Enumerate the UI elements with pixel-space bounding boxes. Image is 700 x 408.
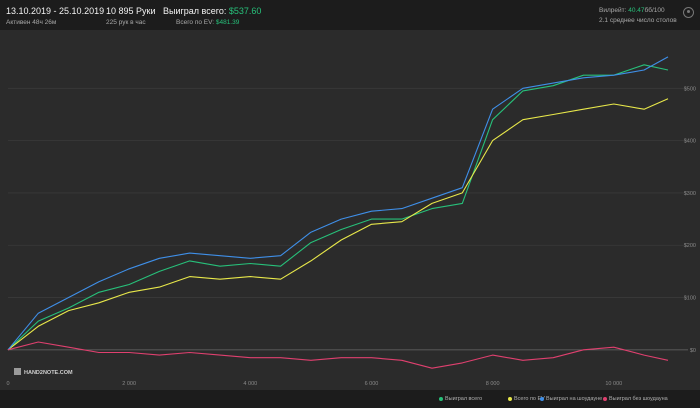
x-tick-label: 10 000 — [605, 381, 622, 387]
x-tick-label: 2 000 — [122, 381, 136, 387]
y-tick-label: $100 — [684, 296, 696, 302]
winrate: Вилрейт: 40.47бб/100 — [599, 7, 665, 14]
x-tick-label: 0 — [6, 381, 9, 387]
x-tick-label: 4 000 — [243, 381, 257, 387]
x-tick-label: 6 000 — [365, 381, 379, 387]
y-tick-label: $0 — [690, 348, 696, 354]
hands-per-hour: 225 рук в час — [106, 19, 146, 26]
series-line — [7, 98, 669, 351]
hands-count: 10 895 Руки — [106, 6, 156, 16]
stats-header: 13.10.2019 - 25.10.2019 Активен 48ч 26м … — [0, 0, 700, 30]
series-line — [7, 341, 669, 369]
winrate-value: 40.47 — [628, 7, 645, 14]
legend-label: Выиграл всего — [445, 396, 483, 402]
legend-label: Всего по EV — [514, 396, 545, 402]
legend-item[interactable]: Выиграл на шоудауне — [540, 396, 602, 402]
legend-label: Выиграл на шоудауне — [546, 396, 603, 402]
watermark-icon — [14, 368, 21, 375]
avg-tables: 2.1 среднее число столов — [599, 17, 677, 24]
y-tick-label: $200 — [684, 243, 696, 249]
winrate-label: Вилрейт: — [599, 7, 627, 14]
legend-swatch — [603, 396, 607, 401]
legend-swatch — [540, 396, 544, 401]
ev-label: Всего по EV: — [176, 19, 215, 26]
watermark-logo: HAND2NOTE.COM — [24, 370, 73, 376]
series-line — [7, 56, 669, 351]
y-tick-label: $400 — [684, 139, 696, 145]
legend-swatch — [508, 396, 512, 401]
active-time: Активен 48ч 26м — [6, 19, 57, 26]
legend-item[interactable]: Выиграл без шоудауна — [603, 396, 668, 402]
settings-dot — [687, 10, 690, 13]
date-range: 13.10.2019 - 25.10.2019 — [6, 6, 105, 16]
plot-area: $0 $100 $200 $300 $400 $500 0 2 000 4 000 6 000 8 … — [0, 30, 700, 390]
legend-swatch — [439, 396, 443, 401]
y-tick-label: $300 — [684, 191, 696, 197]
ev-value: $481.39 — [215, 19, 240, 26]
profit-chart: $0 $100 $200 $300 $400 $500 0 2 000 4 000 6 000 8 … — [6, 56, 696, 387]
won-value: $537.60 — [228, 6, 262, 16]
legend-item[interactable]: Всего по EV — [508, 396, 545, 402]
y-tick-label: $500 — [684, 86, 696, 92]
won-label: Выиграл всего: — [163, 6, 227, 16]
ev-total: Всего по EV: $481.39 — [176, 19, 239, 26]
won-total: Выиграл всего: $537.60 — [163, 6, 261, 16]
winrate-suffix: бб/100 — [644, 7, 665, 14]
series-line — [7, 64, 669, 351]
legend-label: Выиграл без шоудауна — [609, 396, 668, 402]
settings-icon[interactable] — [683, 7, 694, 18]
legend-item[interactable]: Выиграл всего — [439, 396, 482, 402]
x-tick-label: 8 000 — [486, 381, 500, 387]
